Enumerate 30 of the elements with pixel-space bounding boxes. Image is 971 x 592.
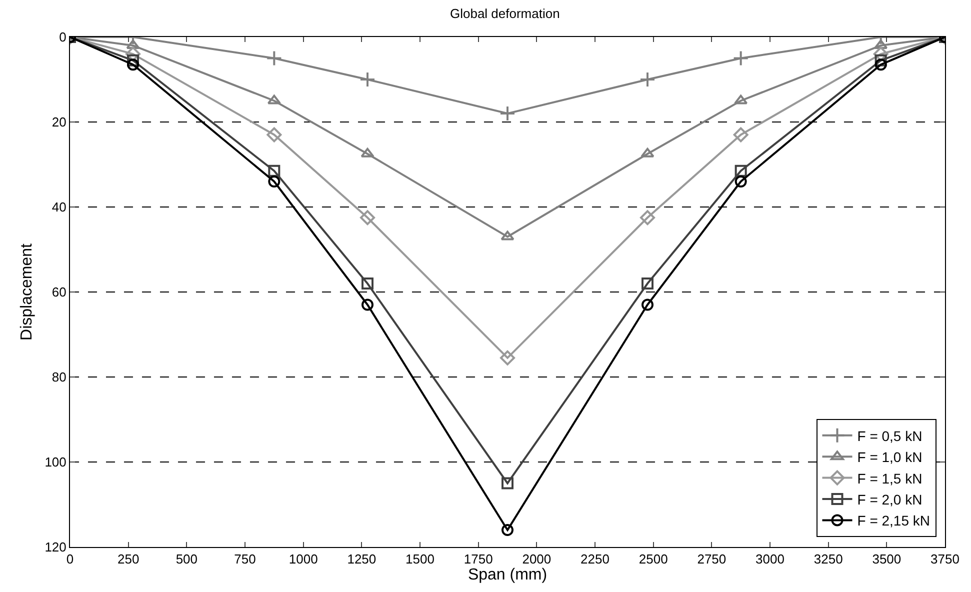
x-tick-label: 2000 <box>522 552 552 567</box>
x-tick-label: 3750 <box>930 552 960 567</box>
x-tick-label: 1250 <box>347 552 376 567</box>
x-tick-label: 3250 <box>814 552 843 567</box>
x-tick-label: 250 <box>117 552 140 567</box>
y-tick-label: 60 <box>52 284 66 300</box>
x-tick-label: 2250 <box>580 552 610 567</box>
y-tick-label: 0 <box>59 30 66 45</box>
x-tick-label: 2750 <box>697 552 726 567</box>
y-tick-label: 40 <box>52 200 66 215</box>
legend-label: F = 2,15 kN <box>857 512 930 529</box>
y-tick-label: 20 <box>52 114 66 130</box>
x-tick-label: 1750 <box>464 552 493 567</box>
y-tick-label: 120 <box>44 540 66 555</box>
legend-label: F = 0,5 kN <box>857 428 922 444</box>
legend-label: F = 1,5 kN <box>857 470 922 486</box>
chart-title: Global deformation <box>450 6 560 21</box>
x-tick-label: 750 <box>234 552 256 567</box>
x-tick-label: 1000 <box>288 552 318 567</box>
y-tick-label: 100 <box>44 454 66 470</box>
x-tick-label: 500 <box>176 552 198 567</box>
legend-label: F = 1,0 kN <box>857 449 922 466</box>
x-tick-label: 3500 <box>872 552 902 567</box>
x-axis-title: Span (mm) <box>468 566 548 584</box>
y-axis-title: Displacement <box>18 242 36 340</box>
x-tick-label: 2500 <box>638 552 668 567</box>
x-tick-label: 3000 <box>756 552 784 567</box>
y-tick-label: 80 <box>52 370 66 385</box>
legend-label: F = 2,0 kN <box>857 491 922 508</box>
x-tick-label: 1500 <box>406 552 434 567</box>
